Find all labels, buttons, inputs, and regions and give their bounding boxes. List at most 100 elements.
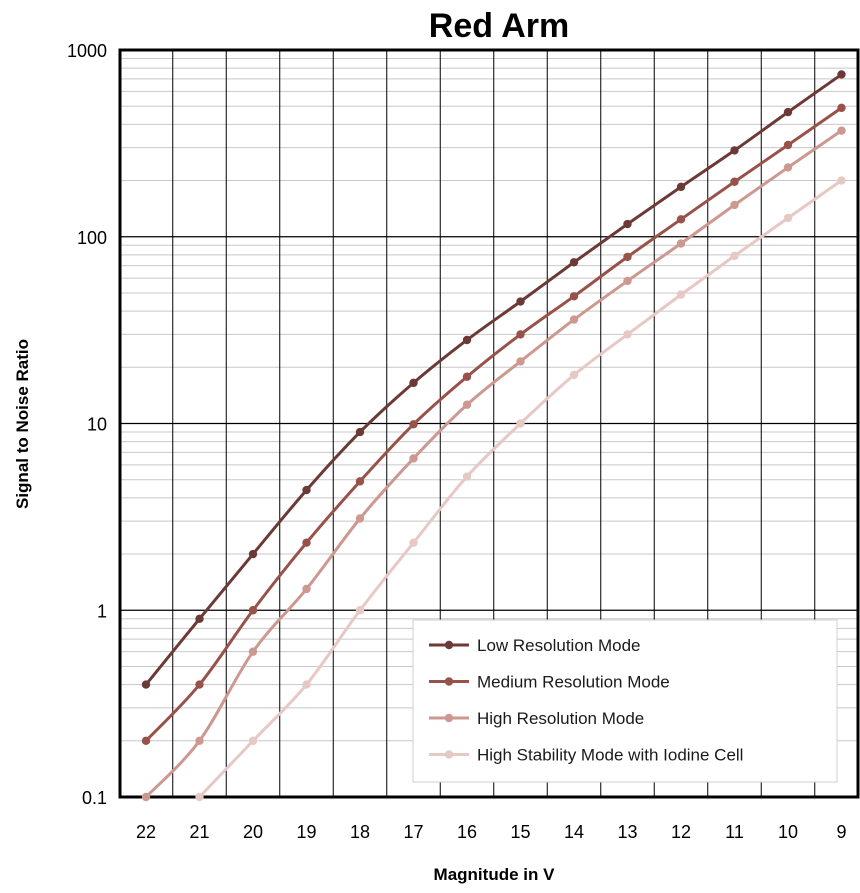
data-point — [195, 614, 204, 623]
data-point — [569, 370, 579, 380]
data-point — [730, 200, 739, 210]
data-point — [462, 335, 472, 345]
data-point — [783, 107, 793, 117]
data-point — [783, 213, 793, 223]
y-tick-labels: 0.1 1 10 100 1000 — [67, 41, 107, 808]
series-4 — [195, 176, 846, 802]
legend-swatch-marker — [444, 713, 454, 723]
data-point — [195, 736, 204, 745]
legend-item: Low Resolution Mode — [429, 636, 640, 655]
data-point — [141, 792, 151, 802]
data-point — [516, 297, 525, 306]
legend-box — [412, 619, 838, 783]
x-tick-labels: 22 21 20 19 18 17 16 15 14 13 12 11 10 9 — [136, 822, 847, 842]
data-point — [730, 177, 739, 186]
x-tick-label: 20 — [243, 822, 263, 842]
data-point — [516, 330, 525, 339]
data-point — [676, 215, 686, 224]
data-point — [623, 219, 632, 229]
data-point — [837, 126, 846, 135]
y-tick-label: 100 — [77, 228, 107, 248]
y-tick-label: 0.1 — [82, 788, 107, 808]
y-tick-label: 10 — [87, 415, 107, 435]
data-point — [355, 427, 365, 437]
data-point — [462, 372, 472, 381]
data-point — [195, 680, 204, 689]
data-point — [248, 736, 258, 745]
x-tick-label: 17 — [403, 822, 423, 842]
x-tick-label: 21 — [189, 822, 209, 842]
y-tick-label: 1 — [97, 601, 107, 621]
data-point — [302, 680, 311, 689]
data-point — [302, 584, 311, 594]
series-1 — [141, 70, 846, 689]
data-point — [569, 315, 579, 324]
legend-swatch-marker — [444, 750, 454, 759]
legend-label: High Resolution Mode — [477, 709, 644, 728]
data-point — [355, 477, 365, 486]
x-tick-label: 13 — [617, 822, 637, 842]
data-point — [730, 251, 739, 261]
legend-label: Low Resolution Mode — [477, 636, 640, 655]
data-point — [248, 606, 258, 615]
x-tick-label: 19 — [296, 822, 316, 842]
legend-swatch-marker — [444, 677, 454, 686]
series-3 — [141, 126, 846, 802]
data-point — [730, 146, 739, 155]
data-point — [623, 330, 632, 339]
data-point — [141, 736, 151, 745]
plot-frame — [118, 48, 860, 799]
data-point — [409, 420, 418, 429]
y-tick-label: 1000 — [67, 41, 107, 61]
x-axis-label: Magnitude in V — [434, 865, 556, 884]
data-point — [302, 538, 311, 547]
x-tick-label: 18 — [350, 822, 370, 842]
data-point — [569, 292, 579, 301]
x-tick-label: 10 — [778, 822, 798, 842]
data-point — [248, 549, 258, 559]
legend-item: High Resolution Mode — [429, 709, 644, 728]
data-point — [516, 419, 525, 428]
data-point — [783, 140, 793, 150]
data-point — [141, 680, 151, 689]
legend-label: High Stability Mode with Iodine Cell — [477, 746, 743, 765]
x-tick-label: 12 — [671, 822, 691, 842]
data-point — [837, 70, 846, 79]
legend-item: High Stability Mode with Iodine Cell — [429, 746, 743, 765]
data-point — [462, 400, 472, 409]
legend: Low Resolution Mode Medium Resolution Mod… — [412, 619, 838, 783]
data-point — [409, 454, 418, 463]
data-point — [355, 606, 365, 615]
data-point — [837, 176, 846, 185]
chart-title: Red Arm — [429, 7, 569, 45]
data-point — [516, 357, 525, 366]
data-point — [409, 378, 418, 388]
x-tick-label: 9 — [836, 822, 846, 842]
data-point — [302, 485, 311, 495]
x-tick-label: 11 — [725, 822, 744, 842]
data-point — [462, 472, 472, 481]
legend-swatch-marker — [444, 640, 454, 650]
legend-item: Medium Resolution Mode — [429, 673, 670, 692]
data-point — [623, 252, 632, 262]
data-point — [355, 514, 365, 523]
x-tick-label: 22 — [136, 822, 156, 842]
series-2 — [141, 103, 846, 745]
data-point — [676, 290, 686, 299]
data-point — [837, 103, 846, 113]
x-tick-label: 16 — [457, 822, 477, 842]
data-point — [783, 163, 793, 172]
data-point — [248, 647, 258, 656]
data-point — [409, 538, 418, 547]
data-point — [676, 239, 686, 248]
x-tick-label: 15 — [510, 822, 530, 842]
data-point — [623, 276, 632, 286]
y-axis-label: Signal to Noise Ratio — [13, 339, 32, 509]
data-point — [676, 182, 686, 192]
data-point — [569, 258, 579, 267]
series-layer — [141, 70, 846, 802]
x-tick-label: 14 — [564, 822, 584, 842]
data-point — [195, 792, 204, 802]
legend-label: Medium Resolution Mode — [477, 673, 670, 692]
